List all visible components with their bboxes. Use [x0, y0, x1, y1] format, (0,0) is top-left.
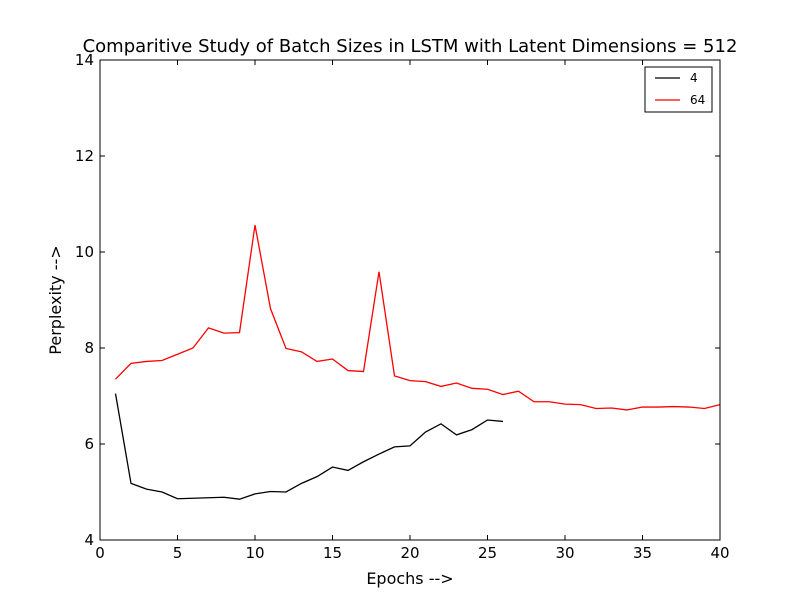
- x-tick-label: 35: [633, 544, 652, 562]
- y-tick-label: 10: [75, 243, 94, 261]
- series-layer: [114, 225, 721, 500]
- legend-box: [644, 66, 713, 113]
- legend-label-64: 64: [690, 93, 705, 107]
- y-tick-label: 6: [84, 435, 94, 453]
- y-tick-label: 14: [75, 51, 94, 69]
- legend: 4 64: [644, 66, 713, 113]
- legend-label-4: 4: [690, 71, 698, 85]
- x-tick-label: 40: [710, 544, 729, 562]
- x-tick-label: 10: [245, 544, 264, 562]
- x-tick-label: 15: [323, 544, 342, 562]
- x-tick-label: 30: [555, 544, 574, 562]
- chart-title: Comparitive Study of Batch Sizes in LSTM…: [83, 36, 738, 57]
- y-tick-label: 4: [84, 531, 94, 549]
- y-tick-label: 8: [84, 339, 94, 357]
- x-tick-label: 5: [173, 544, 183, 562]
- y-tick-label: 12: [75, 147, 94, 165]
- x-axis-label: Epochs -->: [366, 569, 453, 588]
- x-tick-label: 20: [400, 544, 419, 562]
- x-tick-label: 0: [95, 544, 105, 562]
- series-line-64: [115, 225, 721, 411]
- x-tick-label: 25: [478, 544, 497, 562]
- x-axis: 0 5 10 15 20 25 30 35 40: [95, 60, 730, 562]
- y-axis-label: Perplexity -->: [46, 245, 65, 354]
- series-line-4: [114, 393, 504, 500]
- y-axis: 4 6 8 10 12 14: [75, 51, 720, 549]
